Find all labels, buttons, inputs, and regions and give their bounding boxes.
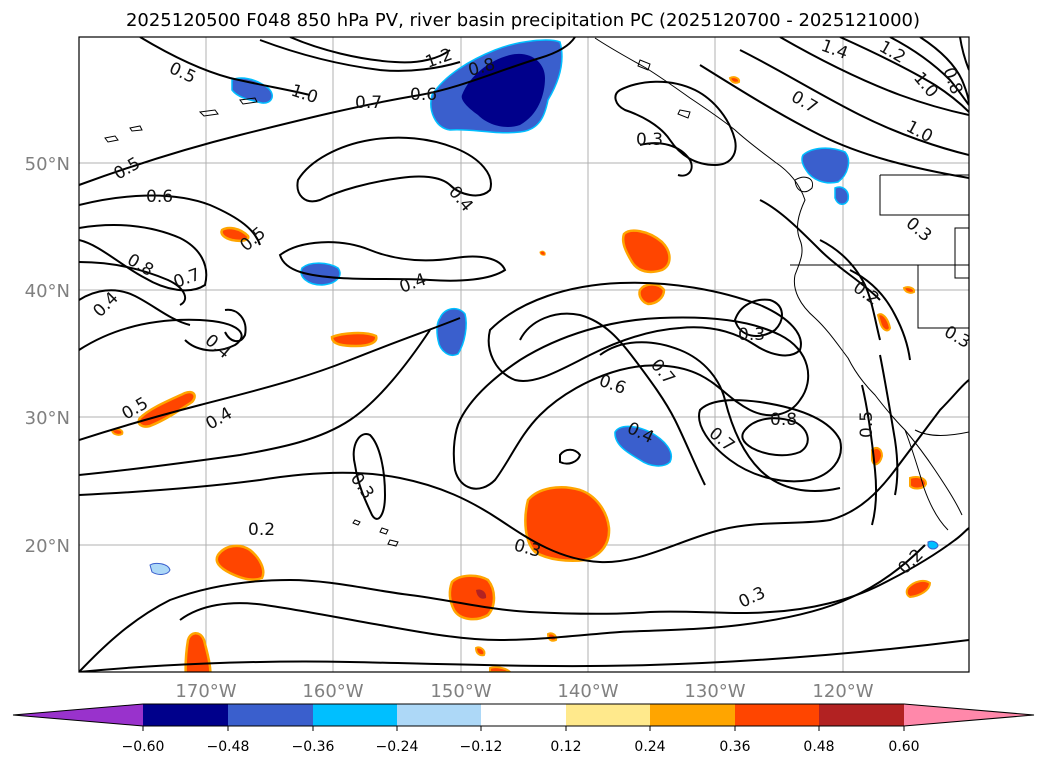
colorbar-tick-label: −0.60 bbox=[122, 739, 165, 755]
lon-label-130w: 130°W bbox=[684, 681, 745, 702]
coastlines bbox=[104, 37, 969, 547]
colorbar-tick-label: 0.24 bbox=[634, 739, 665, 755]
colorbar-tick-label: −0.36 bbox=[292, 739, 335, 755]
lon-label-140w: 140°W bbox=[557, 681, 618, 702]
contour-label: 0.8 bbox=[770, 410, 797, 430]
lon-label-120w: 120°W bbox=[812, 681, 873, 702]
colorbar-segment bbox=[481, 704, 566, 726]
precip-shading bbox=[110, 39, 939, 672]
contour-label: 0.3 bbox=[636, 130, 663, 150]
lon-label-150w: 150°W bbox=[430, 681, 491, 702]
contour-label: 0.6 bbox=[410, 85, 437, 105]
pv-contours bbox=[79, 37, 969, 672]
lat-label-50n: 50°N bbox=[25, 154, 70, 175]
contour-label: 0.3 bbox=[738, 325, 765, 345]
lon-label-160w: 160°W bbox=[302, 681, 363, 702]
colorbar-extend-max bbox=[904, 704, 1034, 726]
colorbar-tick-label: 0.60 bbox=[888, 739, 919, 755]
colorbar-tick-label: 0.48 bbox=[803, 739, 834, 755]
lat-label-40n: 40°N bbox=[25, 281, 70, 302]
contour-label: 0.6 bbox=[146, 187, 173, 207]
contour-label: 0.5 bbox=[857, 411, 877, 438]
lon-label-170w: 170°W bbox=[175, 681, 236, 702]
colorbar-segment bbox=[397, 704, 481, 726]
contour-label: 0.2 bbox=[248, 520, 275, 540]
colorbar: −0.60 −0.48 −0.36 −0.24 −0.12 0.12 0.24 … bbox=[12, 703, 1035, 755]
colorbar-segment bbox=[228, 704, 313, 726]
colorbar-tick-label: −0.24 bbox=[376, 739, 419, 755]
colorbar-tick-label: −0.12 bbox=[460, 739, 503, 755]
contour-label: 0.7 bbox=[355, 93, 382, 113]
colorbar-segment bbox=[566, 704, 650, 726]
colorbar-tick-label: −0.48 bbox=[207, 739, 250, 755]
colorbar-extend-min bbox=[13, 704, 143, 726]
colorbar-tick-label: 0.12 bbox=[550, 739, 581, 755]
colorbar-segment bbox=[735, 704, 819, 726]
lat-label-30n: 30°N bbox=[25, 408, 70, 429]
map-title: 2025120500 F048 850 hPa PV, river basin … bbox=[126, 10, 920, 31]
map-plot-area: 0.5 1.0 0.7 0.6 1.2 0.8 1.4 1.2 1.0 0.8 … bbox=[79, 37, 969, 672]
colorbar-segment bbox=[143, 704, 228, 726]
colorbar-segment bbox=[650, 704, 735, 726]
colorbar-tick-label: 0.36 bbox=[719, 739, 750, 755]
latitude-labels: 50°N 40°N 30°N 20°N bbox=[25, 154, 70, 557]
colorbar-segment bbox=[819, 704, 904, 726]
plot-frame bbox=[78, 36, 970, 673]
colorbar-segment bbox=[313, 704, 397, 726]
lat-label-20n: 20°N bbox=[25, 536, 70, 557]
longitude-labels: 170°W 160°W 150°W 140°W 130°W 120°W bbox=[175, 681, 873, 702]
